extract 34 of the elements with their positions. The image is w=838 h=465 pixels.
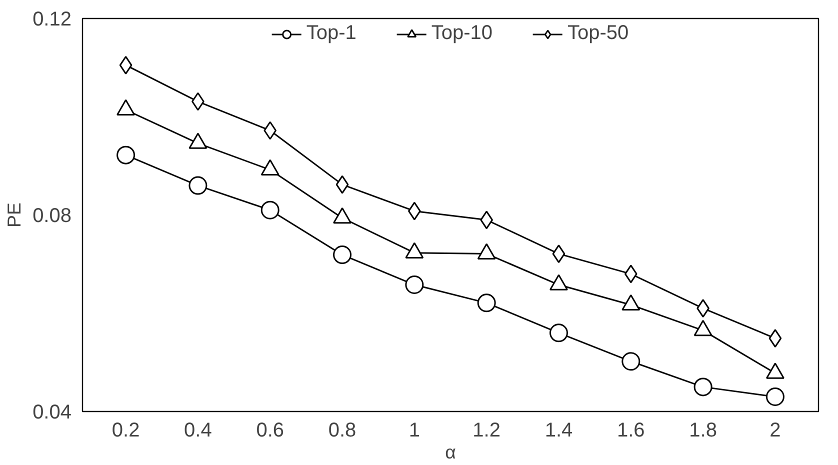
x-tick-label: 0.6 (256, 420, 284, 442)
x-tick-label: 1.4 (544, 420, 573, 442)
x-tick-label: 1.8 (689, 420, 717, 442)
y-tick-label: 0.08 (32, 205, 72, 227)
legend-label: Top-10 (431, 22, 493, 45)
legend-label: Top-1 (306, 22, 356, 45)
point (264, 121, 277, 140)
point (119, 56, 132, 74)
point (188, 176, 208, 195)
point (552, 244, 566, 264)
y-axis-title: PE (4, 202, 25, 228)
x-tick-label: 0.2 (112, 420, 140, 442)
y-tick-label: 0.04 (32, 402, 72, 424)
point (549, 324, 568, 342)
x-tick-label: 1.6 (616, 420, 645, 442)
point (768, 329, 782, 348)
point (477, 294, 496, 312)
point (694, 378, 712, 396)
x-tick-label: 1 (408, 420, 420, 442)
point (116, 146, 136, 164)
x-tick-label: 2 (770, 420, 781, 442)
point (624, 264, 638, 284)
x-tick-label: 1.2 (472, 420, 500, 442)
point (260, 200, 280, 220)
x-axis-title: α (445, 442, 456, 462)
point (336, 175, 349, 194)
point (405, 276, 424, 294)
legend-label: Top-50 (568, 22, 629, 45)
point (622, 352, 640, 371)
y-tick-label: 0.12 (32, 8, 72, 30)
point (333, 246, 352, 264)
point (766, 388, 784, 406)
x-tick-label: 0.4 (184, 420, 212, 442)
x-tick-label: 0.8 (328, 420, 356, 442)
